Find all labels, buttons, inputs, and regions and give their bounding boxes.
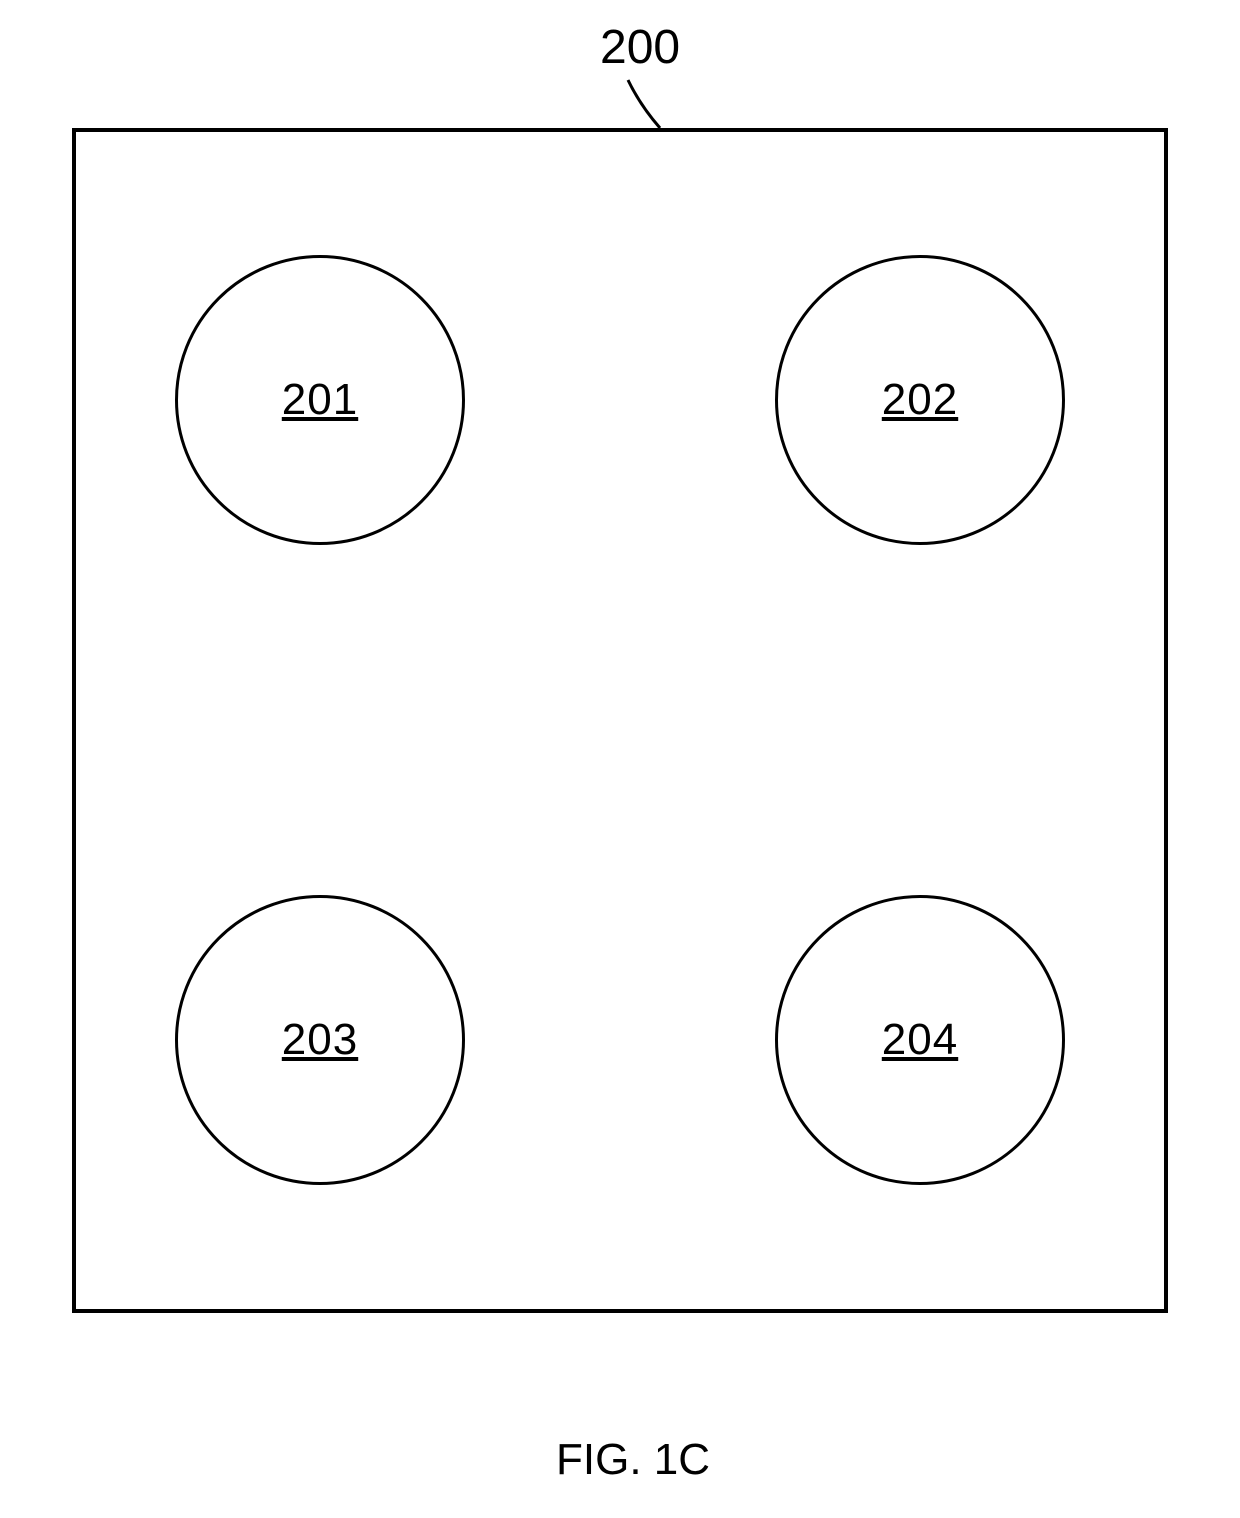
circle-202: 202 <box>775 255 1065 545</box>
circle-label-201: 201 <box>282 375 358 425</box>
circle-203: 203 <box>175 895 465 1185</box>
circle-label-203: 203 <box>282 1015 358 1065</box>
circle-201: 201 <box>175 255 465 545</box>
figure-caption: FIG. 1C <box>556 1435 710 1485</box>
circle-label-202: 202 <box>882 375 958 425</box>
circle-label-204: 204 <box>882 1015 958 1065</box>
circle-204: 204 <box>775 895 1065 1185</box>
container-reference-label: 200 <box>600 20 680 75</box>
